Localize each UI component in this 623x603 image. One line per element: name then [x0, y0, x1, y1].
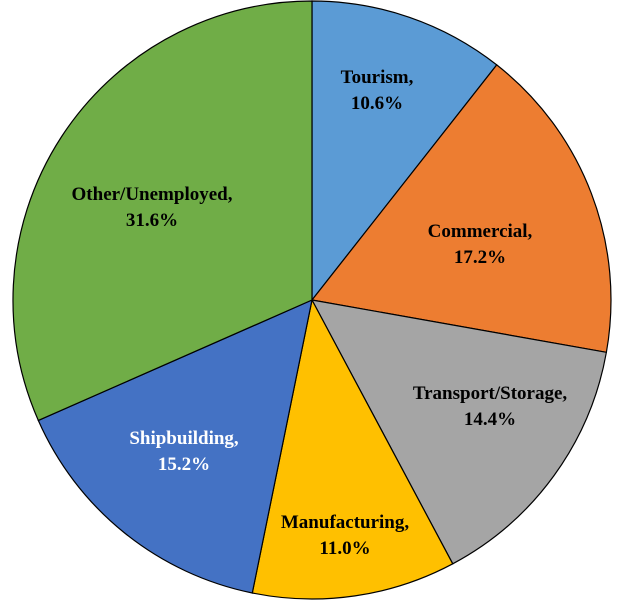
- slice-value-manufacturing: 11.0%: [319, 538, 370, 559]
- pie-slice-shipbuilding: [37, 298, 313, 594]
- slice-label-tourism: Tourism,: [341, 67, 414, 88]
- slice-value-commercial: 17.2%: [454, 247, 506, 268]
- pie-slice-tourism: [311, 0, 498, 302]
- pie-slice-other-unemployed: [12, 0, 313, 422]
- slice-value-shipbuilding: 15.2%: [158, 454, 210, 475]
- slice-value-other-unemployed: 31.6%: [126, 210, 178, 231]
- slice-label-shipbuilding: Shipbuilding,: [129, 428, 239, 449]
- pie-slice-manufacturing: [251, 298, 454, 600]
- slice-label-commercial: Commercial,: [428, 221, 533, 242]
- slice-label-other-unemployed: Other/Unemployed,: [72, 184, 233, 205]
- pie-slices: [12, 0, 612, 600]
- pie-labels: Tourism, 10.6% Commercial, 17.2% Transport/S…: [72, 67, 568, 559]
- slice-value-tourism: 10.6%: [351, 93, 403, 114]
- slice-label-transport-storage: Transport/Storage,: [413, 383, 568, 404]
- slice-label-manufacturing: Manufacturing,: [281, 512, 410, 533]
- pie-slice-transport-storage: [310, 299, 608, 565]
- slice-value-transport-storage: 14.4%: [464, 409, 516, 430]
- pie-slice-commercial: [310, 64, 612, 354]
